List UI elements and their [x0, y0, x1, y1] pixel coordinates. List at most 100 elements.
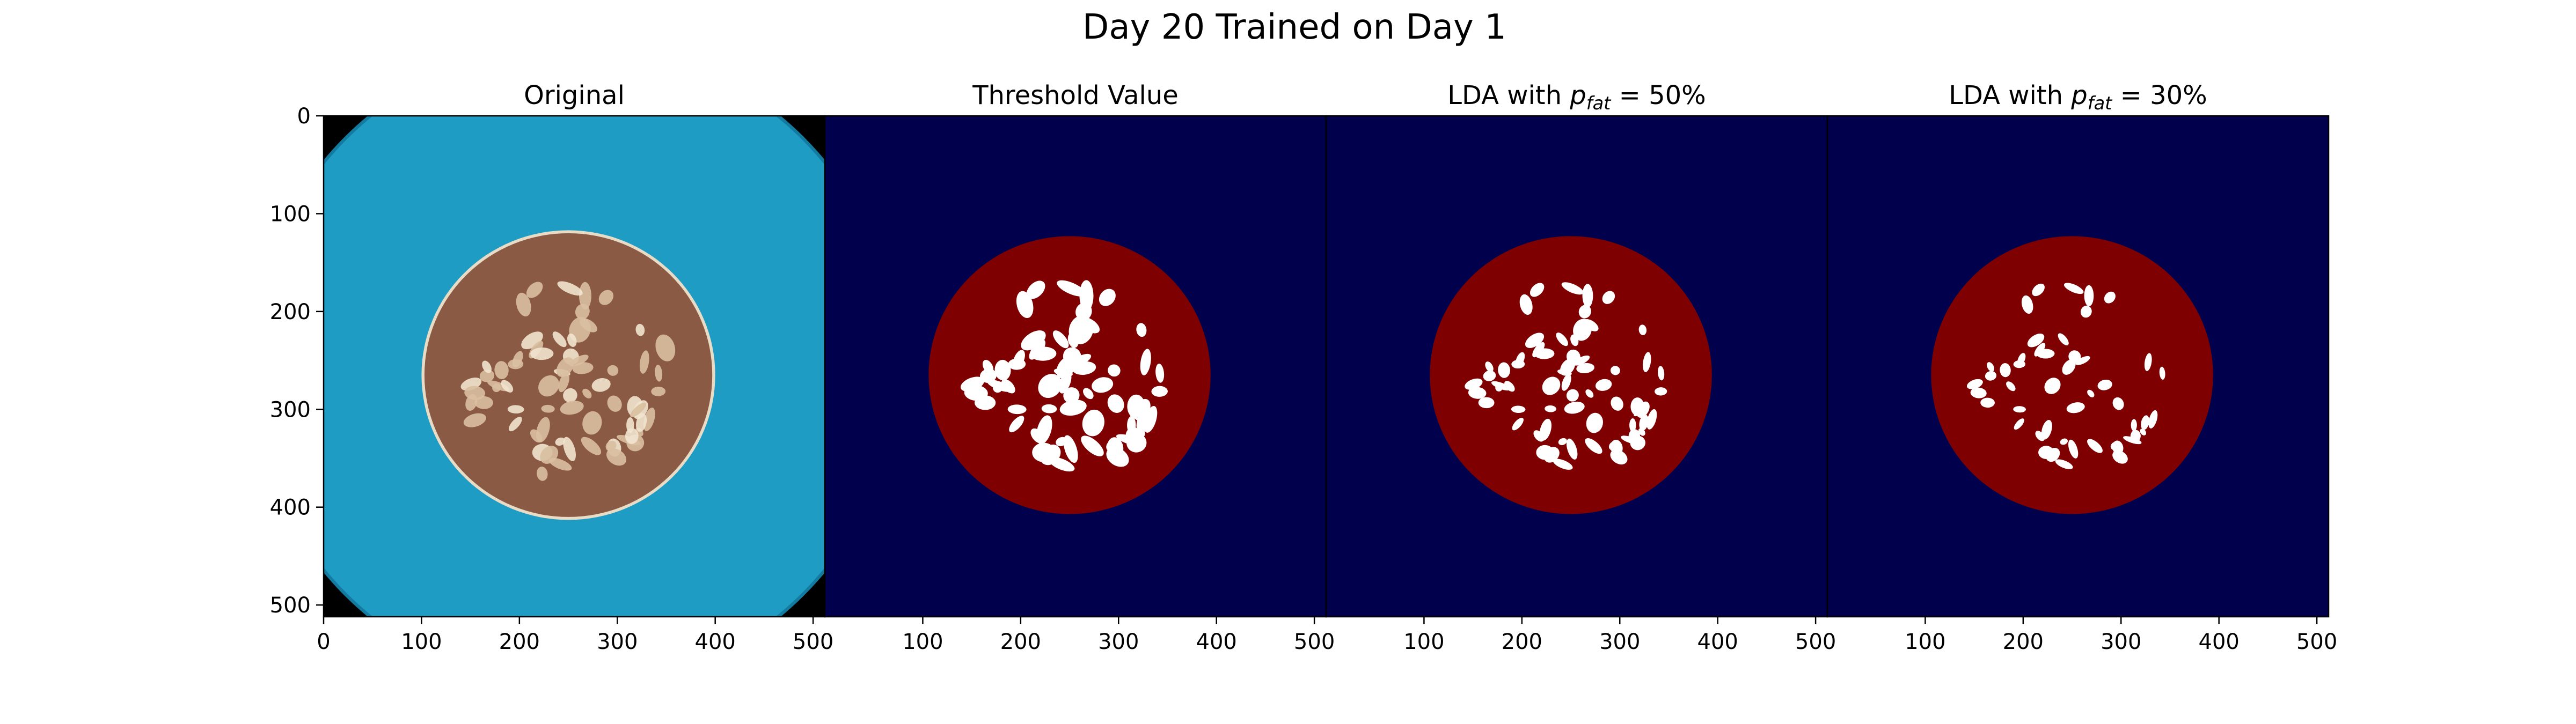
fat-region [1136, 412, 1149, 433]
fat-region [1069, 353, 1092, 367]
fat-particle [492, 383, 501, 393]
fat-region [1542, 376, 1561, 395]
fat-region [2013, 406, 2026, 413]
fat-particle [563, 437, 576, 461]
fat-region [1079, 317, 1100, 334]
x-tick-label: 300 [2101, 630, 2141, 654]
image-area [825, 116, 1326, 617]
fat-particle [643, 407, 655, 431]
fat-region [1525, 333, 1545, 348]
fat-particle [508, 417, 522, 432]
fat-region [1081, 435, 1104, 456]
fat-region [1099, 289, 1116, 306]
fat-particle [538, 375, 559, 397]
fat-region [2097, 379, 2112, 390]
fat-region [2032, 283, 2045, 297]
fat-particle [606, 448, 627, 466]
fat-region [1643, 352, 1651, 372]
image-area [1827, 116, 2329, 617]
fat-particle [605, 440, 617, 452]
y-tick-label: 500 [270, 593, 311, 618]
x-tick-label: 0 [317, 630, 330, 654]
fat-region [1498, 362, 1510, 378]
fat-region [1610, 366, 1620, 375]
fat-region [1036, 415, 1052, 445]
x-tick-label: 100 [902, 630, 943, 654]
fat-region [1511, 405, 1526, 413]
fat-particle [581, 437, 602, 455]
subplot-title: Threshold Value [972, 80, 1179, 110]
fat-region [1655, 387, 1667, 396]
fat-region [2148, 410, 2158, 429]
fat-region [2058, 333, 2069, 345]
fat-region [2104, 291, 2116, 304]
fat-region [1980, 397, 1995, 408]
fat-region [2131, 419, 2137, 432]
fat-region [974, 395, 996, 410]
y-tick-label: 100 [270, 202, 311, 226]
fat-region [1585, 389, 1594, 398]
fat-region [1561, 282, 1584, 295]
fat-region [1007, 404, 1027, 415]
fat-region [1561, 374, 1571, 391]
fat-particle [521, 331, 543, 350]
subplot-title: LDA with pfat = 30% [1949, 80, 2207, 114]
fat-region [1151, 386, 1168, 397]
fat-region [1539, 418, 1552, 441]
fat-region [1130, 401, 1149, 418]
x-tick-label: 100 [1403, 630, 1444, 654]
fat-region [1468, 387, 1487, 399]
fat-region [2084, 285, 2094, 307]
fat-region [1639, 414, 1649, 431]
fat-region [1040, 444, 1061, 466]
fat-region [1608, 441, 1619, 450]
fat-region [1558, 438, 1567, 446]
fat-particle [582, 388, 592, 398]
fat-region [1570, 334, 1579, 346]
x-tick-label: 500 [1795, 630, 1836, 654]
fat-region [1067, 333, 1079, 348]
x-tick-label: 400 [695, 630, 736, 654]
fat-region [1534, 348, 1555, 359]
fat-particle [463, 413, 486, 427]
fat-region [1966, 379, 1983, 389]
fat-region [2027, 333, 2045, 348]
fat-particle [540, 446, 559, 464]
fat-region [1629, 418, 1636, 432]
x-tick-label: 300 [1599, 630, 1640, 654]
fat-particle [655, 365, 663, 382]
fat-particle [630, 402, 647, 417]
fat-region [1082, 409, 1104, 437]
fat-region [2110, 441, 2119, 450]
subplot-4: LDA with pfat = 30% 100 200 300 400 500 [1826, 80, 2337, 654]
fat-region [2000, 363, 2011, 378]
fat-particle [556, 357, 574, 378]
fat-region [1041, 404, 1057, 413]
fat-region [1495, 383, 1503, 391]
fat-region [1638, 324, 1647, 335]
fat-particle [635, 323, 645, 336]
fat-particle [507, 405, 524, 414]
fat-region [1646, 409, 1657, 430]
fat-region [1063, 387, 1080, 404]
x-tick-label: 100 [1905, 630, 1945, 654]
fat-region [2075, 356, 2090, 365]
fat-region [1026, 280, 1045, 299]
fat-region [1560, 358, 1576, 376]
fat-region [2080, 305, 2092, 318]
fat-region [1478, 397, 1495, 409]
fat-region [2041, 420, 2052, 440]
x-tick-label: 400 [1196, 630, 1237, 654]
fat-particle [526, 282, 543, 298]
fat-particle [579, 318, 597, 333]
fat-region [1001, 379, 1015, 394]
fat-particle [558, 372, 570, 393]
fat-region [2044, 378, 2061, 394]
fat-particle [625, 428, 639, 444]
fat-region [1586, 412, 1603, 433]
fat-region [1485, 361, 1494, 373]
x-tick-label: 400 [2199, 630, 2240, 654]
fat-region [1092, 377, 1114, 393]
fat-particle [464, 386, 486, 400]
